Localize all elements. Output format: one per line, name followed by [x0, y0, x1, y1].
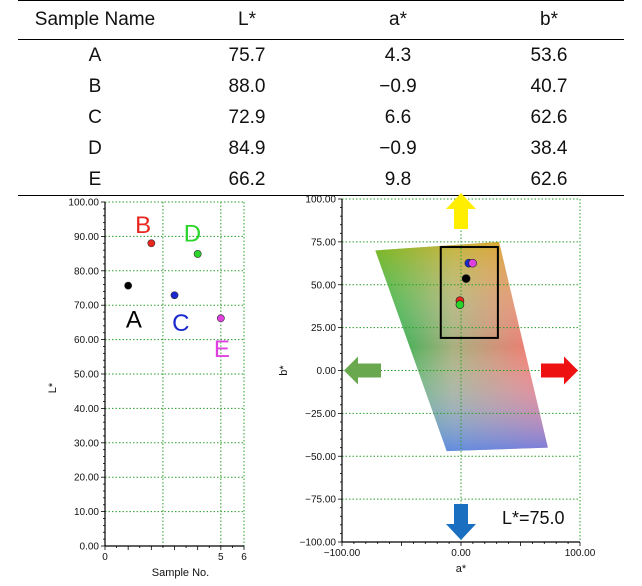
lab-table-section: Sample Name L* a* b* A 75.7 4.3 53.6 B 8…	[18, 0, 624, 196]
sample-label-b: B	[135, 212, 151, 239]
sample-label-c: C	[172, 310, 189, 337]
header-a: a*	[321, 0, 474, 40]
header-b: b*	[474, 0, 624, 40]
y-tick-label: 0.00	[80, 542, 100, 553]
data-point-b	[147, 239, 156, 248]
data-point-a	[124, 281, 133, 290]
table-row: A 75.7 4.3 53.6	[18, 40, 624, 72]
cell-l: 84.9	[228, 137, 266, 159]
x-tick-label: 0.00	[451, 548, 471, 559]
lightness-annotation: L*=75.0	[502, 508, 565, 528]
cell-b: 38.4	[530, 137, 568, 159]
data-point-e	[468, 258, 477, 268]
cell-sample: B	[88, 75, 102, 97]
y-tick-label: 0.00	[317, 366, 337, 377]
cell-sample: D	[88, 137, 102, 159]
cell-a: −0.9	[379, 137, 417, 159]
lab-values-table: Sample Name L* a* b* A 75.7 4.3 53.6 B 8…	[18, 0, 624, 196]
y-tick-label: 70.00	[74, 301, 99, 312]
table-header-row: Sample Name L* a* b*	[18, 0, 624, 40]
blue-direction-arrow	[446, 504, 476, 540]
data-point-d	[455, 300, 465, 309]
y-tick-label: 80.00	[74, 266, 99, 277]
cell-l: 88.0	[228, 75, 266, 97]
y-tick-label: −25.00	[305, 409, 336, 420]
data-point-d	[193, 250, 202, 258]
red-direction-arrow	[541, 356, 578, 385]
y-tick-label: 50.00	[311, 280, 336, 291]
zoom-region-box	[439, 246, 499, 339]
x-axis-label: a*	[456, 563, 467, 575]
y-tick-label: −75.00	[305, 495, 336, 506]
table-row: D 84.9 −0.9 38.4	[18, 133, 624, 164]
y-tick-label: 75.00	[311, 237, 336, 248]
y-axis-label: b*	[278, 365, 290, 376]
sample-label-a: A	[126, 307, 142, 334]
table-row: C 72.9 6.6 62.6	[18, 102, 624, 133]
x-tick-label: 100.00	[565, 548, 596, 559]
cell-a: 6.6	[384, 106, 412, 128]
x-tick-label: −100.00	[324, 548, 361, 559]
table-row: B 88.0 −0.9 40.7	[18, 71, 624, 102]
y-tick-label: −50.00	[305, 452, 336, 463]
cell-l: 72.9	[228, 106, 266, 128]
green-direction-arrow	[344, 356, 381, 385]
cell-sample: C	[88, 106, 102, 128]
sample-label-d: D	[184, 221, 201, 248]
data-point-e	[216, 314, 225, 323]
data-point-c	[170, 291, 179, 300]
cell-b: 62.6	[530, 106, 568, 128]
y-tick-label: 40.00	[74, 404, 99, 415]
y-tick-label: 100.00	[305, 195, 336, 206]
sample-label-e: E	[214, 336, 230, 363]
x-tick-label: 6	[241, 552, 247, 563]
y-axis-label: L*	[47, 382, 59, 393]
y-tick-label: −100.00	[300, 538, 337, 549]
y-tick-label: 25.00	[311, 323, 336, 334]
x-tick-label: 5	[218, 552, 224, 563]
yellow-direction-arrow	[446, 193, 476, 229]
cell-sample: A	[88, 44, 102, 66]
data-point-a	[461, 274, 471, 283]
y-tick-label: 100.00	[68, 198, 99, 209]
cell-l: 75.7	[228, 44, 266, 66]
header-l: L*	[172, 0, 322, 40]
x-axis-label: Sample No.	[152, 567, 209, 579]
cell-b: 62.6	[474, 164, 624, 196]
x-tick-label: 0	[102, 552, 108, 563]
y-tick-label: 10.00	[74, 507, 99, 518]
y-tick-label: 20.00	[74, 473, 99, 484]
header-sample-name: Sample Name	[18, 0, 172, 40]
table-row: E 66.2 9.8 62.6	[18, 164, 624, 196]
cell-b: 40.7	[530, 75, 568, 97]
cell-a: −0.9	[379, 75, 417, 97]
color-gamut-shading	[375, 241, 548, 452]
cell-a: 9.8	[321, 164, 474, 196]
y-tick-label: 90.00	[74, 232, 99, 243]
cell-b: 53.6	[530, 44, 568, 66]
y-tick-label: 60.00	[74, 335, 99, 346]
ab-chroma-scatter-chart: −100.00 −75.00 −50.00 −25.00 0.00 25.00 50.00 7…	[278, 193, 596, 575]
cell-sample: E	[18, 164, 172, 196]
y-tick-label: 50.00	[74, 370, 99, 381]
cell-l: 66.2	[172, 164, 322, 196]
y-tick-label: 30.00	[74, 438, 99, 449]
cell-a: 4.3	[384, 44, 412, 66]
lightness-scatter-chart: 0.00 10.00 20.00 30.00 40.00 50.00 60.00 70.00 8…	[47, 198, 247, 580]
